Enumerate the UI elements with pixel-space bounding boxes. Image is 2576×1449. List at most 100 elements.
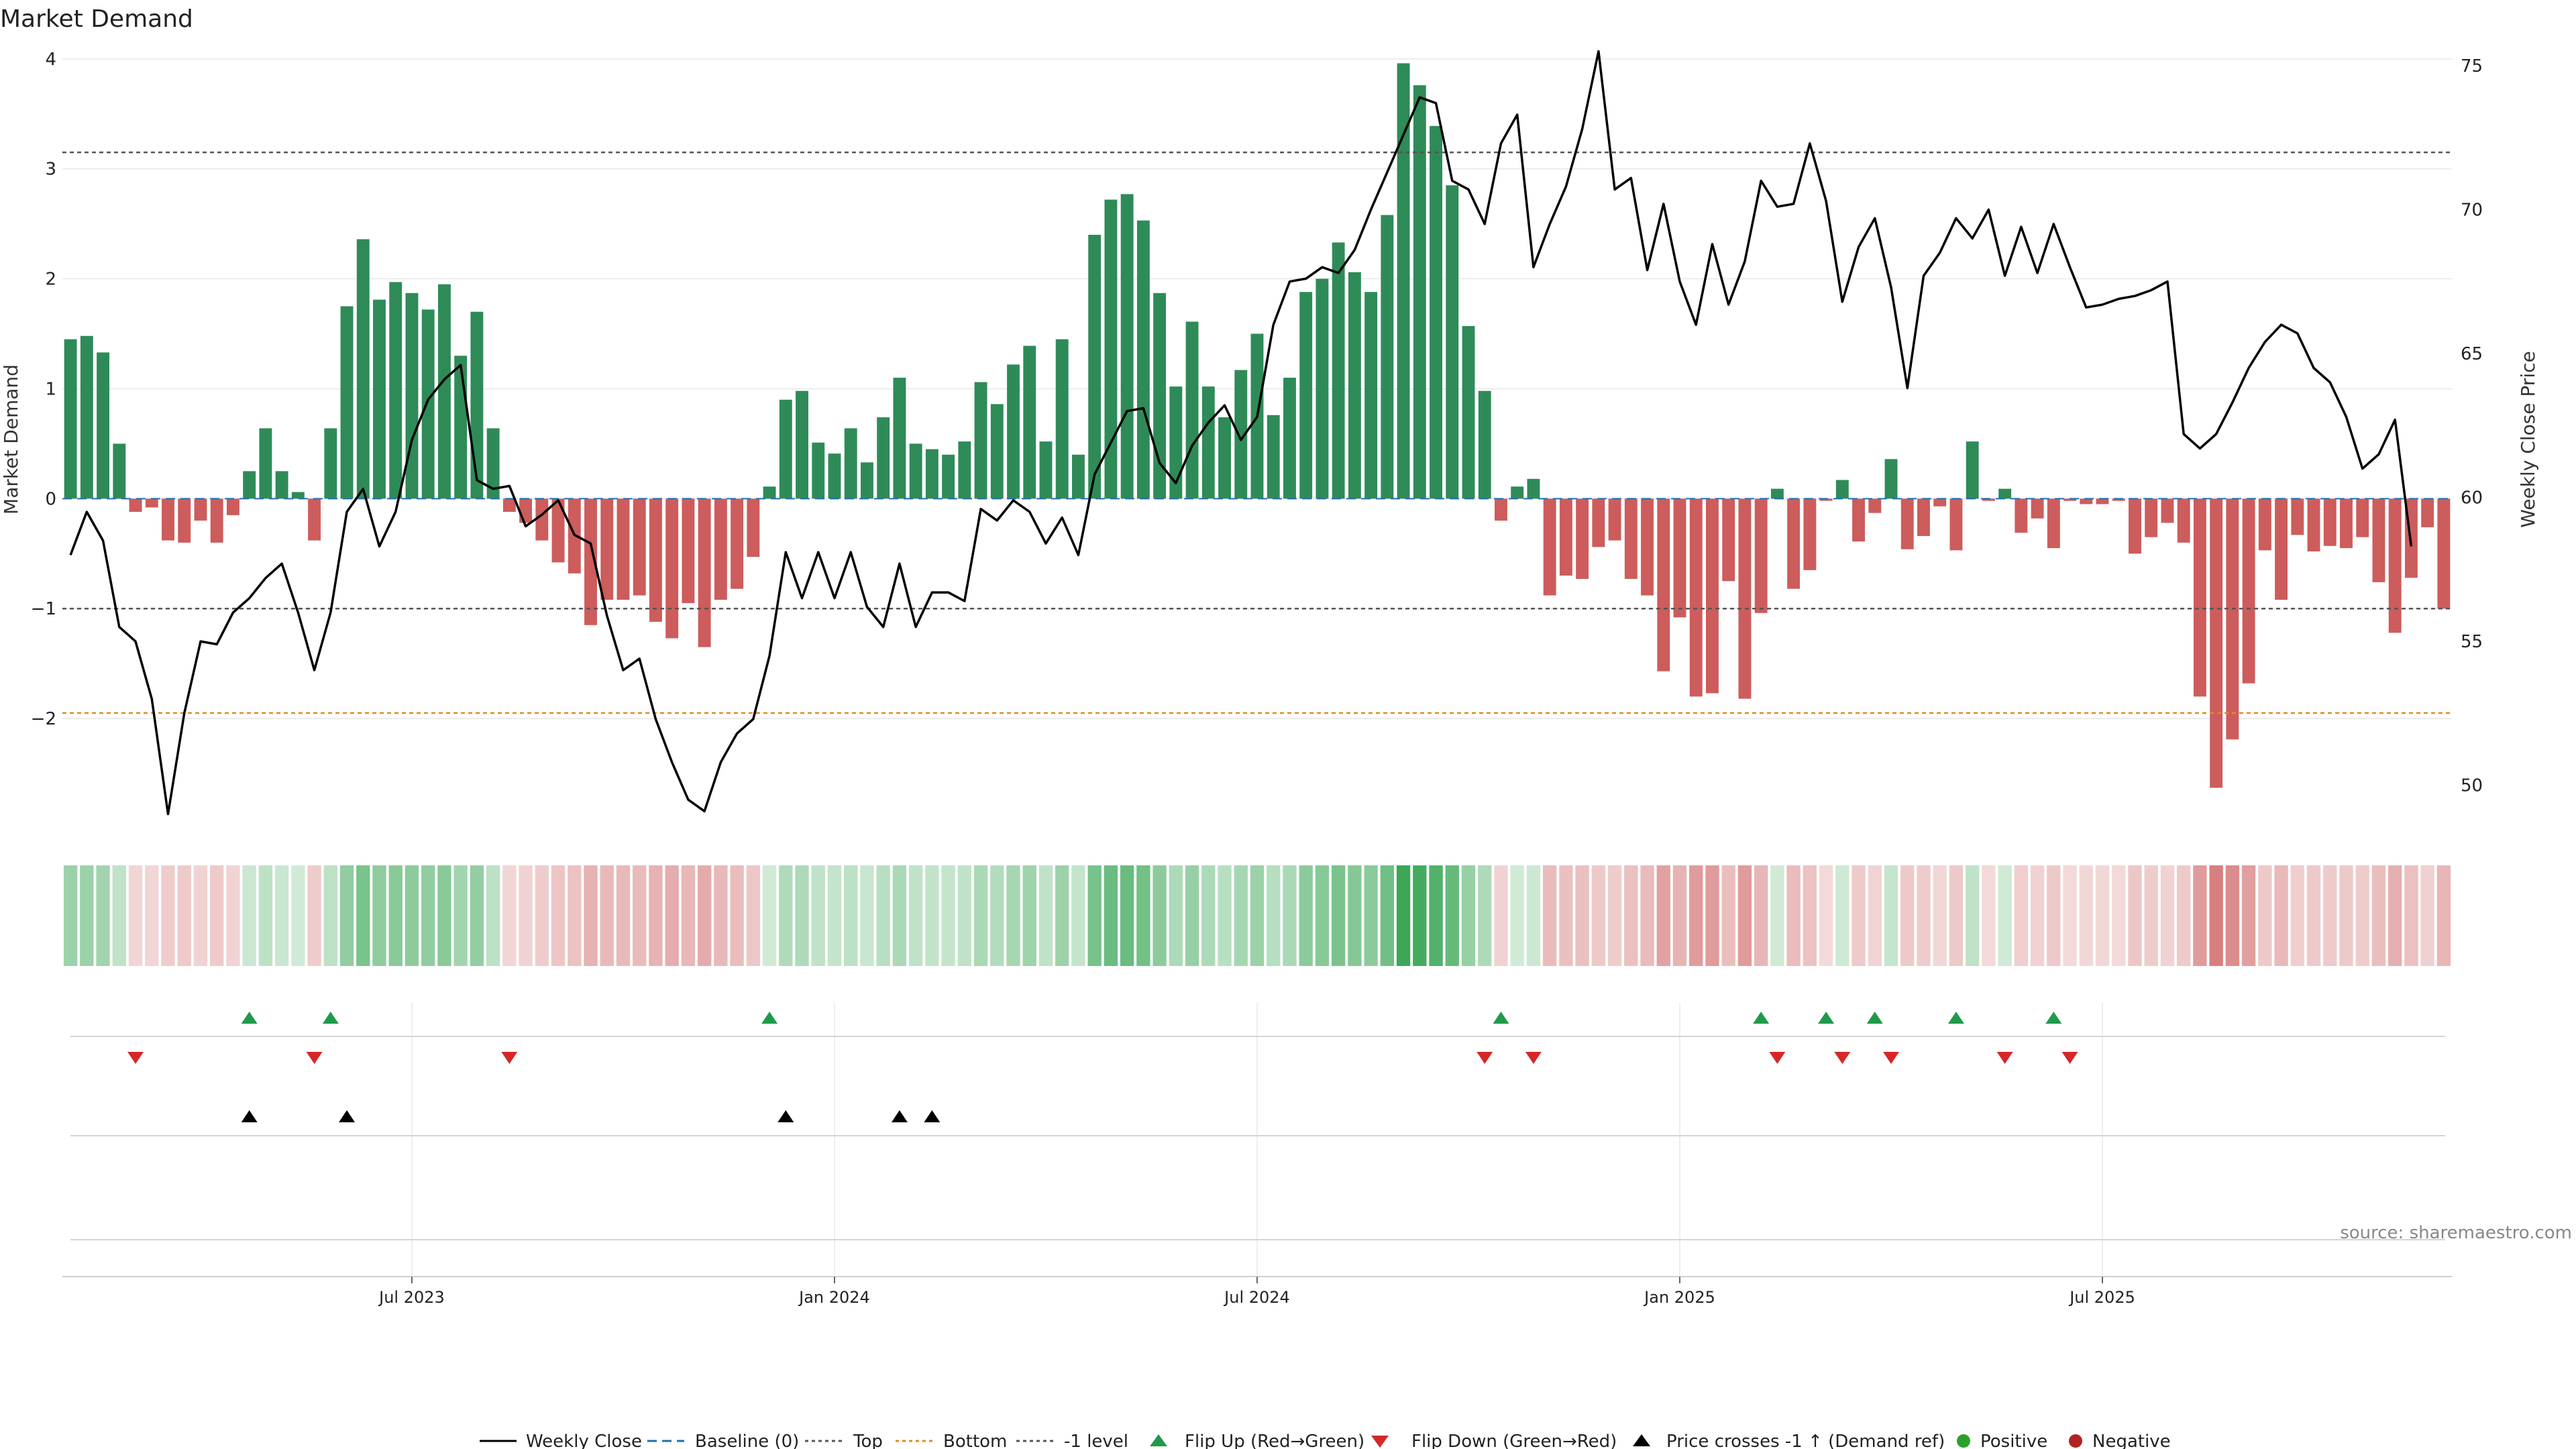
legend-negative: Negative [2092, 1432, 2171, 1449]
heat-cell [2063, 865, 2077, 966]
demand-bar [649, 498, 662, 622]
heat-cell [372, 865, 386, 966]
heat-cell [1478, 865, 1492, 966]
heat-cell [957, 865, 972, 966]
demand-bar [1120, 194, 1134, 499]
demand-bar [1722, 498, 1735, 582]
demand-bar [1088, 235, 1102, 499]
y-right-tick-label: 50 [2461, 776, 2483, 796]
heat-cell [2241, 865, 2256, 966]
y-right-tick-label: 55 [2461, 632, 2483, 652]
heat-cell [1022, 865, 1036, 966]
demand-bar [243, 471, 256, 499]
demand-bar [421, 309, 435, 499]
y-left-tick-label: 3 [45, 160, 56, 180]
heat-cell [1835, 865, 1849, 966]
flip-down-marker [1834, 1052, 1851, 1064]
heat-cell [908, 865, 923, 966]
heat-cell [665, 865, 679, 966]
heat-cell [1461, 865, 1476, 966]
demand-bar [763, 486, 776, 499]
heat-cell [2290, 865, 2304, 966]
heat-cell [339, 865, 354, 966]
demand-bar [1689, 498, 1703, 697]
demand-bar [1966, 441, 1979, 499]
price-cross-marker [777, 1110, 794, 1122]
heat-cell [226, 865, 240, 966]
demand-bar [1381, 215, 1394, 499]
demand-bar [226, 498, 239, 515]
demand-bar [259, 428, 272, 499]
heat-cell [161, 865, 175, 966]
heat-cell [1559, 865, 1573, 966]
heat-cell [63, 865, 78, 966]
heat-cell [973, 865, 988, 966]
heat-cell [649, 865, 663, 966]
heat-cell [1998, 865, 2012, 966]
demand-bar [1754, 498, 1768, 613]
heat-cell [177, 865, 191, 966]
demand-bar [373, 299, 386, 499]
heat-cell [1965, 865, 1980, 966]
heat-cell [1900, 865, 1915, 966]
demand-bar [1495, 498, 1507, 521]
demand-bar [1706, 498, 1719, 694]
heat-cell [746, 865, 761, 966]
heat-cell [1982, 865, 1996, 966]
heat-cell [1104, 865, 1118, 966]
demand-bar [698, 498, 711, 647]
demand-bar [2340, 498, 2353, 549]
demand-bar [1153, 292, 1167, 499]
x-tick-label: Jul 2023 [378, 1288, 445, 1307]
price-cross-marker [924, 1110, 941, 1122]
heat-cell [1672, 865, 1687, 966]
demand-bar [80, 335, 93, 499]
y-left-tick-label: −2 [31, 709, 56, 729]
y-right-tick-label: 70 [2461, 200, 2483, 220]
heat-cell [2209, 865, 2223, 966]
demand-bar [1835, 480, 1849, 499]
demand-bar [1299, 292, 1313, 499]
heat-cell [1656, 865, 1670, 966]
heat-cell [2144, 865, 2158, 966]
demand-bar [275, 471, 288, 499]
heat-cell [925, 865, 939, 966]
legend-minus1: -1 level [1064, 1432, 1128, 1449]
heat-cell [1250, 865, 1265, 966]
heat-cell [193, 865, 208, 966]
heat-cell [1283, 865, 1297, 966]
heat-cell [1542, 865, 1557, 966]
heat-cell [1754, 865, 1768, 966]
heat-cell [1851, 865, 1866, 966]
heat-cell [2177, 865, 2191, 966]
demand-bar [1982, 498, 1995, 501]
heat-cell [453, 865, 468, 966]
flip-down-marker [1996, 1052, 2013, 1064]
demand-bar [1413, 85, 1426, 499]
heat-cell [779, 865, 793, 966]
heat-cell [2193, 865, 2207, 966]
heat-cell [616, 865, 631, 966]
heat-cell [2225, 865, 2240, 966]
price-cross-marker [891, 1110, 908, 1122]
price-cross-marker [241, 1110, 258, 1122]
demand-bar [1364, 292, 1378, 499]
heat-cell [2355, 865, 2369, 966]
demand-bar [974, 382, 987, 499]
demand-bar [812, 442, 825, 499]
heat-cell [145, 865, 159, 966]
demand-bar [1332, 242, 1345, 499]
heat-cell [96, 865, 110, 966]
demand-bar [2063, 498, 2077, 501]
demand-bar [454, 356, 468, 499]
heat-cell [1348, 865, 1362, 966]
demand-bar [437, 284, 451, 499]
legend-weekly-close: Weekly Close [526, 1432, 642, 1449]
demand-bar [2388, 498, 2402, 633]
flip-down-marker [1883, 1052, 1900, 1064]
source-label: source: sharemaestro.com [2340, 1223, 2572, 1243]
demand-bar [97, 352, 110, 499]
demand-bar [909, 443, 922, 499]
heat-cell [827, 865, 842, 966]
